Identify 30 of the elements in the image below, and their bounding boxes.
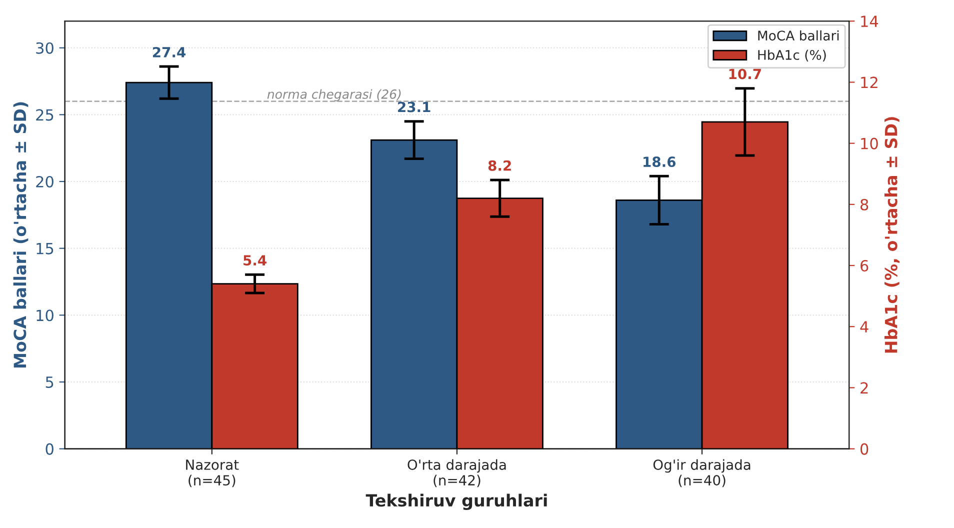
data-label: 27.4 bbox=[152, 46, 186, 58]
x-tick-label: Og'ir darajada (n=40) bbox=[653, 459, 750, 488]
y2-tick-label: 4 bbox=[860, 321, 868, 332]
y-tick-label: 0 bbox=[46, 443, 54, 455]
y2-tick-label: 14 bbox=[861, 16, 878, 27]
data-label: 5.4 bbox=[244, 255, 266, 266]
y-tick-label: 30 bbox=[36, 42, 54, 54]
y-tick-label: 20 bbox=[36, 176, 54, 188]
y-tick-label: 25 bbox=[36, 109, 54, 121]
y2-axis-title: HbA1c (%, o'rtacha ± SD) bbox=[884, 117, 900, 353]
y2-tick-label: 12 bbox=[861, 76, 878, 88]
y-tick-label: 5 bbox=[46, 376, 54, 388]
data-label: 8.2 bbox=[488, 160, 511, 171]
y-tick-label: 10 bbox=[36, 310, 54, 322]
y2-tick-label: 10 bbox=[861, 138, 878, 150]
data-label: 18.6 bbox=[644, 156, 676, 168]
data-label: 23.1 bbox=[398, 102, 430, 112]
y2-tick-label: 0 bbox=[860, 443, 868, 455]
x-tick-label: O'rta darajada (n=42) bbox=[408, 459, 506, 488]
data-label: 10.7 bbox=[729, 68, 761, 80]
y2-tick-label: 8 bbox=[860, 198, 868, 210]
ref-line-label: norma chegarasi (26) bbox=[267, 89, 401, 102]
x-axis-title: Tekshiruv guruhlari bbox=[366, 494, 547, 510]
y-axis-title: MoCA ballari (o'rtacha ± SD) bbox=[13, 102, 28, 368]
legend-label: HbA1c (%) bbox=[758, 50, 826, 62]
x-tick-label: Nazorat (n=45) bbox=[186, 460, 239, 488]
y2-tick-label: 2 bbox=[860, 382, 868, 394]
y2-tick-label: 6 bbox=[860, 260, 868, 272]
y-tick-label: 15 bbox=[36, 242, 54, 254]
legend-label: MoCA ballari bbox=[758, 30, 839, 41]
